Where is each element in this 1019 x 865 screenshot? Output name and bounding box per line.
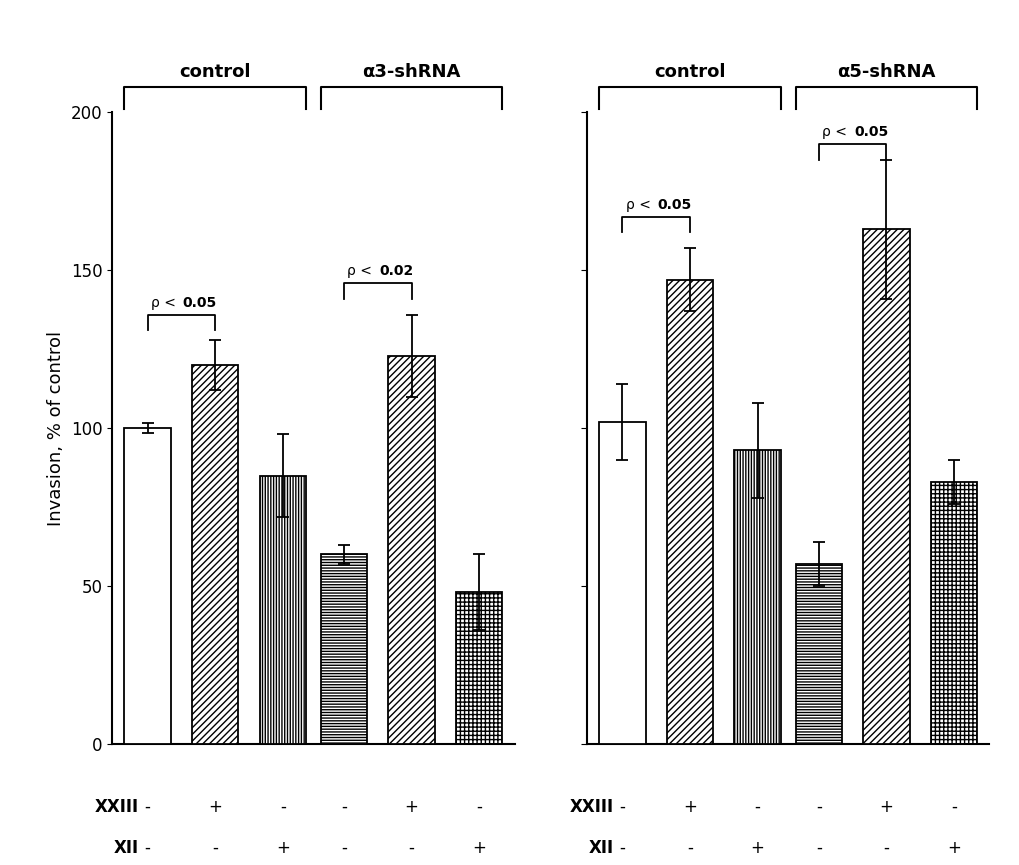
Text: -: - [476, 798, 482, 816]
Text: XXIII: XXIII [570, 798, 613, 816]
Text: -: - [409, 839, 414, 857]
Text: -: - [279, 798, 285, 816]
Bar [260, 476, 306, 744]
Text: -: - [619, 839, 625, 857]
Bar [795, 564, 841, 744]
Text: -: - [815, 798, 821, 816]
Text: +: + [275, 839, 289, 857]
Text: XXIII: XXIII [95, 798, 140, 816]
Bar [455, 593, 502, 744]
Text: +: + [405, 798, 418, 816]
Bar [321, 554, 367, 744]
Text: α3-shRNA: α3-shRNA [362, 63, 461, 81]
Text: -: - [754, 798, 760, 816]
Text: α5-shRNA: α5-shRNA [837, 63, 934, 81]
Text: -: - [340, 839, 346, 857]
Text: XII: XII [114, 839, 140, 857]
Text: control: control [179, 63, 251, 81]
Text: 0.02: 0.02 [379, 264, 413, 279]
Text: XII: XII [588, 839, 613, 857]
Bar [930, 482, 976, 744]
Text: +: + [683, 798, 696, 816]
Y-axis label: Invasion, % of control: Invasion, % of control [47, 330, 65, 526]
Text: 0.05: 0.05 [657, 198, 691, 212]
Text: 0.05: 0.05 [182, 296, 217, 310]
Text: -: - [815, 839, 821, 857]
Text: -: - [882, 839, 889, 857]
Text: ρ <: ρ < [346, 264, 376, 279]
Text: -: - [950, 798, 956, 816]
Text: +: + [472, 839, 486, 857]
Bar [598, 422, 645, 744]
Text: +: + [750, 839, 764, 857]
Text: +: + [208, 798, 222, 816]
Text: -: - [687, 839, 692, 857]
Bar [666, 279, 712, 744]
Text: +: + [946, 839, 960, 857]
Text: ρ <: ρ < [625, 198, 654, 212]
Text: -: - [340, 798, 346, 816]
Bar [192, 365, 238, 744]
Text: -: - [619, 798, 625, 816]
Text: -: - [212, 839, 218, 857]
Text: control: control [653, 63, 726, 81]
Text: ρ <: ρ < [151, 296, 180, 310]
Text: +: + [878, 798, 893, 816]
Text: 0.05: 0.05 [853, 125, 888, 139]
Bar [124, 428, 170, 744]
Bar [388, 356, 434, 744]
Text: -: - [145, 798, 151, 816]
Bar [734, 451, 780, 744]
Bar [862, 229, 909, 744]
Text: ρ <: ρ < [821, 125, 851, 139]
Text: -: - [145, 839, 151, 857]
